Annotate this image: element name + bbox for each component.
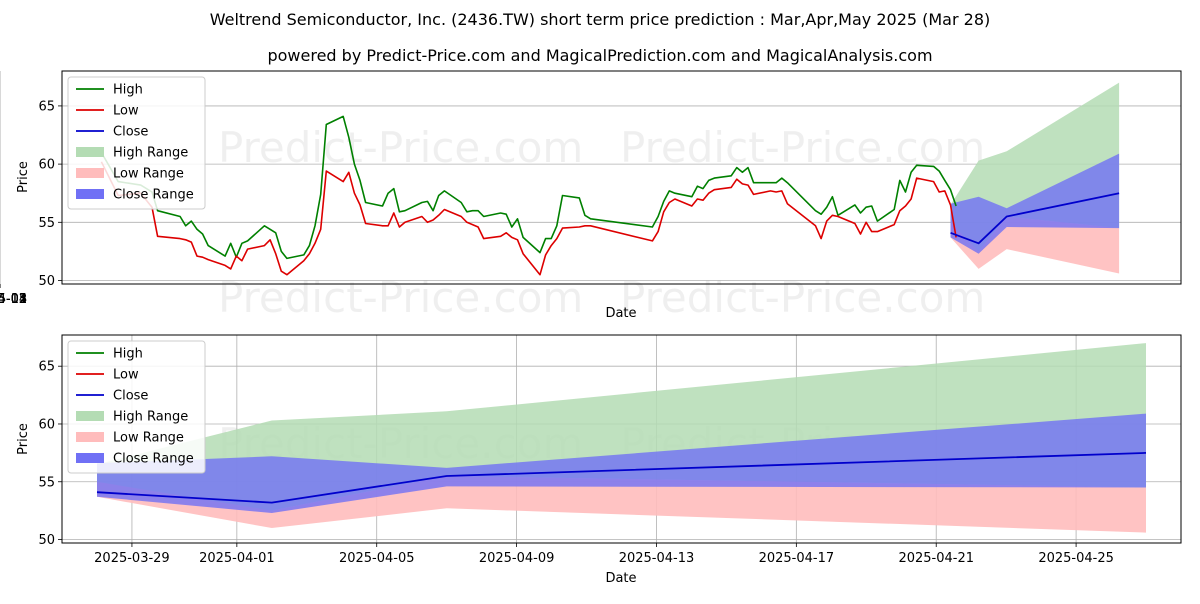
chart-subtitle: powered by Predict-Price.com and Magical… xyxy=(267,46,932,65)
forecast-y-axis-label: Price xyxy=(16,423,31,455)
x-tick-label: 2025-01 xyxy=(0,292,27,307)
close-range-band xyxy=(97,413,1146,513)
close-series-line xyxy=(950,192,1120,245)
legend-label-high: High xyxy=(113,83,143,98)
legend-label-low: Low xyxy=(113,368,139,383)
x-tick-label: 2025-04-21 xyxy=(898,551,974,566)
y-tick-label: 65 xyxy=(38,99,55,114)
x-tick-label: 2024-12 xyxy=(0,292,27,307)
x-tick-label: 2025-05 xyxy=(0,292,27,307)
y-tick-label: 50 xyxy=(38,274,55,289)
low-range-band xyxy=(97,476,1146,533)
forecast-x-axis-label: Date xyxy=(605,571,636,586)
close-series-line xyxy=(96,452,1147,504)
legend-swatch-high-range xyxy=(76,411,104,421)
x-tick-label: 2025-04-17 xyxy=(759,551,835,566)
legend-swatch-close-range xyxy=(76,189,104,199)
high-series-line xyxy=(100,115,957,260)
legend-label-close-range: Close Range xyxy=(113,188,194,203)
legend-label-high: High xyxy=(113,347,143,362)
x-tick-label: 2025-04-13 xyxy=(619,551,695,566)
legend-label-low: Low xyxy=(113,104,139,119)
legend-swatch-low-range xyxy=(76,432,104,442)
x-tick-label: 2024-11 xyxy=(0,292,27,307)
x-tick-label: 2025-04-09 xyxy=(479,551,555,566)
watermark-text: Predict-Price.com xyxy=(620,273,985,322)
history-x-axis-label: Date xyxy=(605,306,636,321)
x-tick-label: 2025-03-29 xyxy=(94,551,170,566)
legend-label-high-range: High Range xyxy=(113,146,188,161)
y-tick-label: 65 xyxy=(38,360,55,375)
legend-label-low-range: Low Range xyxy=(113,167,184,182)
y-tick-label: 55 xyxy=(38,475,55,490)
x-tick-label: 2025-04 xyxy=(0,292,27,307)
legend-label-low-range: Low Range xyxy=(113,431,184,446)
x-tick-label: 2025-02 xyxy=(0,292,27,307)
forecast-plot-frame xyxy=(61,334,1182,544)
legend-label-close-range: Close Range xyxy=(113,452,194,467)
legend-label-high-range: High Range xyxy=(113,410,188,425)
low-range-band xyxy=(950,216,1120,274)
y-tick-label: 50 xyxy=(38,533,55,548)
y-tick-label: 55 xyxy=(38,216,55,231)
x-tick-label: 2025-04-01 xyxy=(199,551,275,566)
watermark-text: Predict-Price.com xyxy=(218,123,583,172)
legend-swatch-close-range xyxy=(76,453,104,463)
x-tick-label: 2025-04-25 xyxy=(1038,551,1114,566)
chart-title: Weltrend Semiconductor, Inc. (2436.TW) s… xyxy=(210,10,991,29)
x-tick-label: 2025-04-05 xyxy=(339,551,415,566)
y-tick-label: 60 xyxy=(38,158,55,173)
history-plot-frame xyxy=(61,70,1182,285)
y-tick-label: 60 xyxy=(38,417,55,432)
x-tick-label: 2025-03 xyxy=(0,292,27,307)
legend-swatch-high-range xyxy=(76,147,104,157)
low-series-line xyxy=(100,161,957,276)
watermark-text: Predict-Price.com xyxy=(218,273,583,322)
history-panel: Predict-Price.com Predict-Price.com Predic… xyxy=(0,70,1182,322)
legend-swatch-low-range xyxy=(76,168,104,178)
watermark-text: Predict-Price.com xyxy=(620,123,985,172)
legend-label-close: Close xyxy=(113,389,148,404)
legend-label-close: Close xyxy=(113,125,148,140)
history-y-axis-label: Price xyxy=(16,161,31,193)
